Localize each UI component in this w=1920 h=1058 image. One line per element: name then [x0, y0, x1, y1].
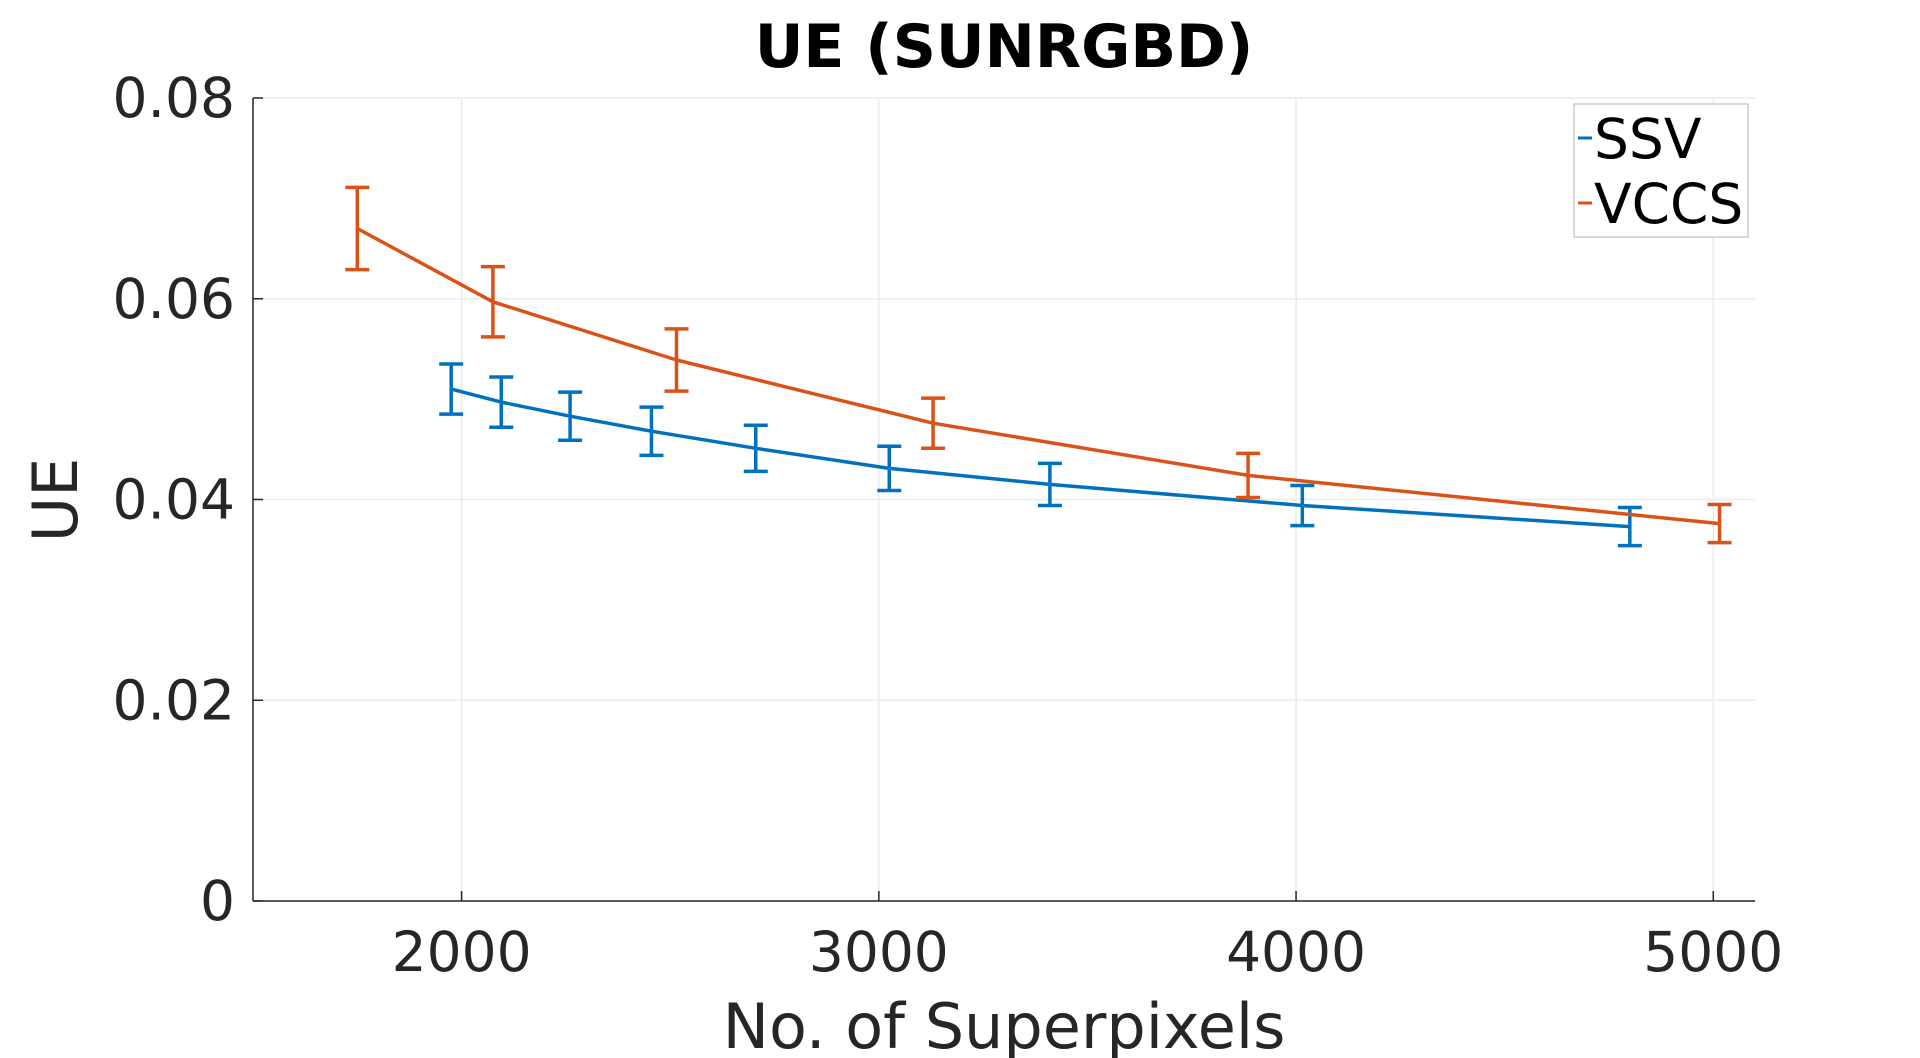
- error-bar-ssv-3: [639, 405, 664, 458]
- series-line-vccs: [356, 226, 1720, 526]
- error-bar-vccs-2: [664, 327, 689, 393]
- series-vccs: [345, 185, 1732, 545]
- y-axis-label: UE: [19, 458, 92, 543]
- error-bar-ssv-5: [877, 444, 902, 493]
- y-tick-label-1: 0.02: [113, 668, 235, 732]
- error-bar-vccs-4: [1236, 451, 1261, 500]
- error-bar-ssv-1: [489, 375, 514, 429]
- error-bar-ssv-0: [439, 362, 464, 416]
- y-tick-label-3: 0.06: [113, 267, 235, 331]
- x-tick-label-0: 2000: [392, 920, 532, 984]
- error-bar-ssv-6: [1037, 461, 1062, 508]
- legend: SSV VCCS: [1573, 103, 1749, 238]
- x-tick-label-2: 4000: [1226, 920, 1366, 984]
- error-bar-ssv-4: [743, 423, 768, 474]
- series-ssv: [439, 362, 1642, 548]
- ticks-layer: 2000 3000 4000 5000 0 0.02 0.04 0.06 0.08: [113, 66, 1784, 984]
- y-tick-label-2: 0.04: [113, 468, 235, 532]
- legend-label-vccs: VCCS: [1594, 172, 1743, 236]
- legend-box: [1573, 103, 1749, 238]
- x-tick-label-3: 5000: [1643, 920, 1783, 984]
- legend-label-ssv: SSV: [1594, 107, 1702, 171]
- error-bar-vccs-5: [1707, 502, 1732, 545]
- x-axis-label: No. of Superpixels: [723, 990, 1286, 1058]
- error-bar-vccs-3: [921, 396, 946, 451]
- error-bar-ssv-2: [558, 390, 583, 443]
- y-tick-label-0: 0: [200, 869, 235, 933]
- error-bar-ssv-7: [1290, 483, 1315, 528]
- error-bar-vccs-1: [480, 264, 505, 339]
- y-tick-label-4: 0.08: [113, 66, 235, 130]
- chart-title: UE (SUNRGBD): [755, 12, 1254, 82]
- series-layer: [345, 185, 1732, 548]
- error-bar-vccs-0: [345, 185, 370, 272]
- x-tick-label-1: 3000: [809, 920, 949, 984]
